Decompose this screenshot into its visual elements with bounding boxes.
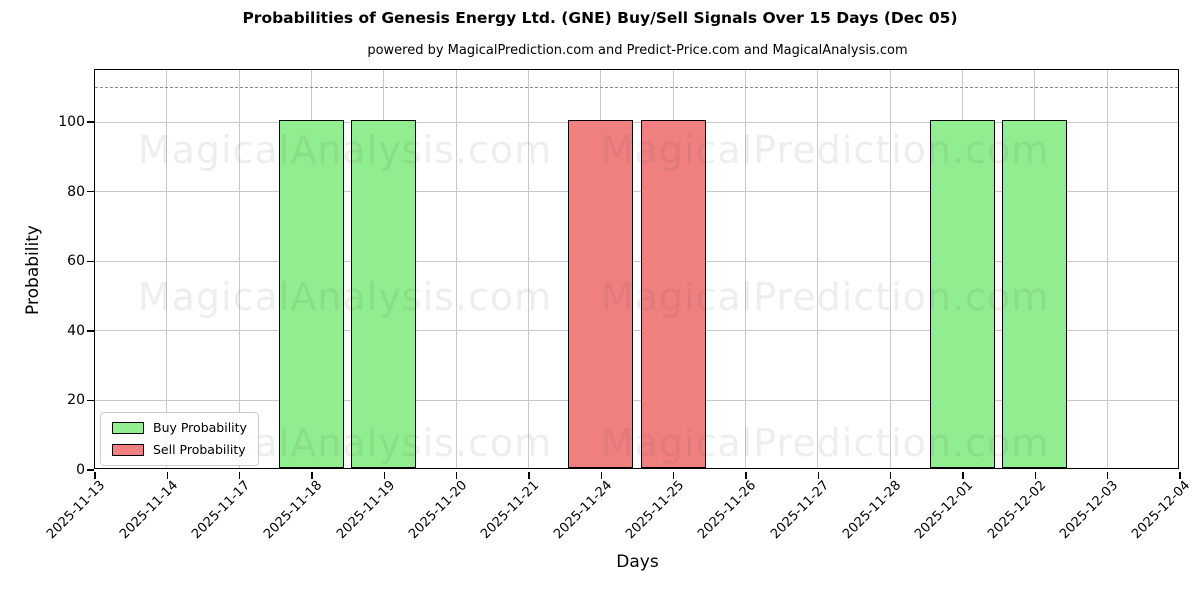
x-tick-mark xyxy=(455,471,458,479)
x-tick-mark xyxy=(889,471,892,479)
y-tick-label: 60 xyxy=(67,253,85,270)
y-tick-label: 0 xyxy=(76,462,85,478)
v-gridline xyxy=(166,69,168,468)
x-tick-label: 2025-11-27 xyxy=(767,478,832,543)
x-tick-label: 2025-12-04 xyxy=(1129,478,1194,543)
h-gridline xyxy=(94,121,1178,123)
x-tick-mark xyxy=(745,471,747,479)
x-tick-label: 2025-11-28 xyxy=(840,478,905,543)
x-tick-mark xyxy=(311,471,313,479)
buy-probability-swatch xyxy=(112,422,144,434)
h-gridline xyxy=(94,330,1178,332)
y-tick-mark xyxy=(87,469,94,471)
watermark-text: MagicalAnalysis.com xyxy=(137,128,553,172)
watermark-text: MagicalPrediction.com xyxy=(600,128,1050,172)
x-tick-label: 2025-11-19 xyxy=(333,478,398,543)
watermark-text: MagicalPrediction.com xyxy=(600,421,1050,465)
x-tick-mark xyxy=(817,471,820,479)
x-tick-label: 2025-12-03 xyxy=(1057,478,1122,543)
y-tick-mark xyxy=(87,121,94,123)
x-axis-label: Days xyxy=(616,552,659,572)
v-gridline xyxy=(1106,69,1108,468)
bar-sell-2025-11-25 xyxy=(640,119,706,468)
h-gridline xyxy=(94,191,1178,193)
x-tick-mark xyxy=(383,471,386,479)
chart-subtitle: powered by MagicalPrediction.com and Pre… xyxy=(367,43,908,58)
x-tick-mark xyxy=(1179,471,1181,479)
x-tick-mark xyxy=(94,471,96,479)
y-tick-label: 100 xyxy=(58,114,85,131)
legend-item-buy: Buy Probability xyxy=(112,421,247,435)
v-gridline xyxy=(889,69,891,468)
x-tick-mark xyxy=(528,471,530,479)
x-tick-label: 2025-11-20 xyxy=(406,478,471,543)
v-gridline xyxy=(817,69,819,468)
y-axis-label: Probability xyxy=(23,225,43,315)
bar-buy-2025-12-01 xyxy=(929,119,996,468)
v-gridline xyxy=(238,69,240,468)
x-tick-label: 2025-11-26 xyxy=(695,478,760,543)
legend-item-sell: Sell Probability xyxy=(112,443,247,457)
sell-probability-swatch xyxy=(112,444,144,456)
legend-label-sell: Sell Probability xyxy=(153,442,246,457)
v-gridline xyxy=(745,69,746,468)
y-tick-mark xyxy=(87,190,94,193)
x-tick-label: 2025-12-02 xyxy=(984,478,1049,543)
x-tick-label: 2025-11-21 xyxy=(478,478,543,543)
x-tick-label: 2025-11-13 xyxy=(44,478,109,543)
x-tick-mark xyxy=(166,471,169,479)
x-tick-mark xyxy=(600,471,603,479)
threshold-dashed-line xyxy=(94,86,1178,88)
x-tick-label: 2025-11-14 xyxy=(116,478,181,543)
x-tick-mark xyxy=(672,471,675,479)
h-gridline xyxy=(94,399,1178,401)
x-tick-mark xyxy=(1034,471,1037,479)
plot-area xyxy=(93,68,1179,469)
y-tick-mark xyxy=(87,330,94,332)
x-tick-mark xyxy=(962,471,964,479)
chart-title: Probabilities of Genesis Energy Ltd. (GN… xyxy=(242,9,958,27)
y-tick-label: 80 xyxy=(67,183,85,200)
y-tick-mark xyxy=(87,260,94,263)
legend-label-buy: Buy Probability xyxy=(153,420,247,435)
y-tick-mark xyxy=(87,399,94,402)
bar-buy-2025-11-19 xyxy=(351,119,417,468)
y-tick-label: 20 xyxy=(67,392,85,409)
x-tick-label: 2025-11-25 xyxy=(623,478,688,543)
x-tick-label: 2025-11-17 xyxy=(189,478,254,543)
x-tick-label: 2025-12-01 xyxy=(912,478,977,543)
y-tick-label: 40 xyxy=(67,322,85,339)
v-gridline xyxy=(528,69,529,468)
watermark-text: MagicalPrediction.com xyxy=(600,275,1050,319)
legend: Buy Probability Sell Probability xyxy=(100,412,259,466)
bar-buy-2025-11-18 xyxy=(278,119,345,468)
watermark-text: MagicalAnalysis.com xyxy=(137,275,553,319)
h-gridline xyxy=(94,260,1178,262)
x-tick-label: 2025-11-18 xyxy=(261,478,326,543)
x-tick-mark xyxy=(238,471,241,479)
x-tick-label: 2025-11-24 xyxy=(550,478,615,543)
bar-buy-2025-12-02 xyxy=(1002,119,1068,468)
x-tick-mark xyxy=(1106,471,1109,479)
v-gridline xyxy=(455,69,457,468)
bar-sell-2025-11-24 xyxy=(568,119,634,468)
